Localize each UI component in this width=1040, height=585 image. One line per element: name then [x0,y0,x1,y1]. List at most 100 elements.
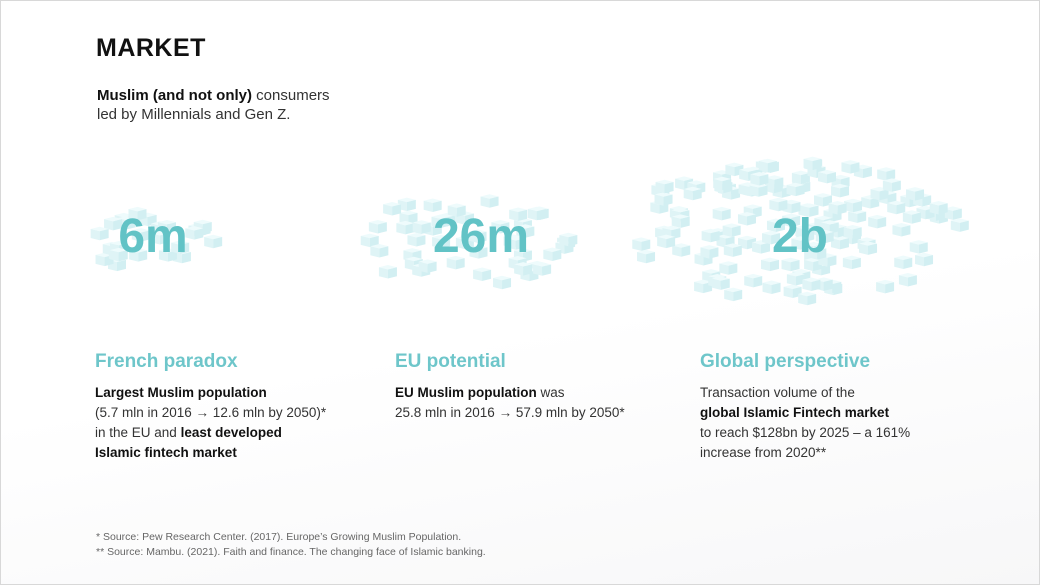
cube [632,237,651,251]
cube [894,255,913,270]
cube-face [694,254,704,266]
cube-face [798,293,808,306]
cube [808,246,827,260]
cube-face [795,227,805,239]
cube-face [817,248,827,260]
footnote: ** Source: Mambu. (2021). Faith and fina… [96,546,486,558]
cube-face [680,216,690,228]
cube-face [823,279,833,291]
cube [672,243,691,257]
cube-face [171,242,181,254]
cube-face [786,274,796,286]
cube [762,280,781,294]
cube [204,234,223,249]
cube-face [803,158,813,171]
cube-face [832,281,842,294]
cube-face [753,276,763,288]
cube-face [892,225,902,237]
cube [418,259,437,273]
cube-face [378,267,388,279]
cube [786,271,805,286]
cube-face [440,216,450,228]
cube [902,210,921,224]
column-heading: Global perspective [700,351,871,372]
cube [719,261,738,275]
cube [762,230,781,245]
cube-face [368,222,378,234]
cube-face [478,247,488,259]
cube [432,234,451,249]
cube-face [853,201,863,213]
cube [509,207,528,222]
cube-face [843,227,853,239]
cube-face [894,257,904,270]
cube-face [918,242,928,254]
body-text: increase from 2020** [700,445,827,460]
cube-face [514,264,524,276]
cube [90,226,109,241]
cube [158,219,177,234]
cube-face [713,179,723,191]
cube-face [506,238,516,250]
cube-face [758,185,768,197]
cube-face [700,247,710,259]
cube-face [774,177,784,189]
title: MARKET [96,34,206,62]
cube-face [771,233,781,245]
cube-face [826,172,836,184]
cube-face [701,230,711,243]
cube-face [126,218,136,230]
cube-face [167,250,177,262]
column-heading: EU potential [395,351,506,372]
cube [129,248,148,262]
cube [713,176,732,191]
cube-face [641,239,651,251]
subtitle-text: led by Millennials and Gen Z. [97,106,291,123]
cube-face [827,255,837,267]
cube-face [666,236,676,249]
cube-face [655,182,665,194]
cube-face [360,235,370,248]
figure: 26m [432,210,530,263]
cube-face [887,202,897,215]
cube-face [906,189,916,201]
cube [842,255,861,270]
cube-face [824,231,834,244]
cube [447,203,466,217]
cube [473,267,492,281]
cube-face [781,260,791,272]
cube-face [681,245,691,257]
cube-face [416,235,426,247]
cube-face [868,243,878,255]
cube-face [766,220,776,232]
cube-face [907,275,917,287]
cube [782,213,801,227]
cube [533,262,552,276]
cube-face [915,252,934,258]
cube-face [654,194,664,206]
cube-face [744,276,754,288]
cube-face [851,257,861,270]
cube-face [387,267,397,279]
cube [700,245,719,259]
cube-face [473,269,483,281]
cube-face [842,257,852,270]
cube [750,171,769,186]
cube-face [731,225,741,237]
cube [360,233,379,248]
cube [950,218,969,232]
cube-face [924,255,934,267]
cube-face [837,203,847,215]
cube-face [898,275,908,287]
cube [737,211,756,226]
cube-face [456,205,466,217]
cube [830,235,849,250]
cube-face [742,185,752,197]
cube-face [632,239,642,251]
cube-face [876,282,886,294]
cube [396,220,415,235]
cube [841,160,860,174]
cube-face [671,216,681,228]
column: EU potential EU Muslim population was 25… [395,351,625,423]
